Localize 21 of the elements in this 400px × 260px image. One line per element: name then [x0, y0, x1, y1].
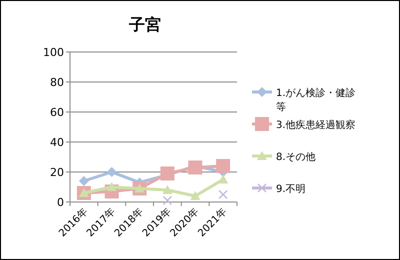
point [190, 191, 200, 200]
point [162, 196, 172, 206]
point [106, 167, 117, 177]
legend-label: 3.他疾患経過観察 [276, 119, 356, 131]
y-tick-label: 80 [50, 76, 64, 89]
legend-label: 8.その他 [276, 151, 316, 163]
point [162, 185, 172, 194]
y-tick-label: 60 [50, 106, 64, 119]
y-tick-label: 40 [50, 136, 64, 149]
y-tick-label: 100 [43, 46, 64, 59]
y-tick-label: 0 [57, 196, 64, 209]
chart-title: 子宮 [128, 15, 161, 34]
point [216, 159, 230, 173]
point [218, 190, 228, 200]
legend-label: 9.不明 [276, 184, 306, 195]
legend-label: 1.がん検診・健診等 [276, 87, 356, 113]
point [78, 176, 89, 186]
point [160, 166, 174, 180]
y-tick-label: 20 [50, 166, 64, 179]
point [188, 160, 202, 174]
point [218, 174, 228, 184]
